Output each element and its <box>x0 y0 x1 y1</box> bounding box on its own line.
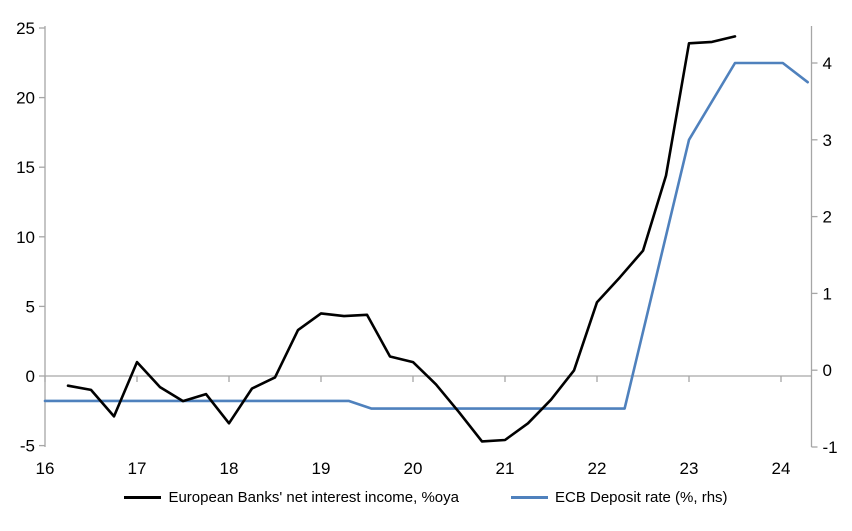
legend-item-net-interest-income: European Banks' net interest income, %oy… <box>124 489 459 506</box>
legend: European Banks' net interest income, %oy… <box>0 489 852 506</box>
right-axis-tick-label: -1 <box>823 438 838 457</box>
series-line-european-banks-nii <box>66 35 737 443</box>
x-axis-tick-label: 20 <box>404 459 423 478</box>
left-axis-tick-label: 20 <box>16 89 35 108</box>
left-axis-tick-label: 15 <box>16 158 35 177</box>
right-axis-tick-label: 1 <box>823 284 832 303</box>
x-axis-tick-label: 24 <box>772 459 791 478</box>
x-axis-tick-label: 16 <box>36 459 55 478</box>
x-axis-tick-label: 21 <box>496 459 515 478</box>
legend-item-ecb-deposit-rate: ECB Deposit rate (%, rhs) <box>510 489 728 506</box>
x-axis-tick-label: 17 <box>128 459 147 478</box>
x-axis-tick-label: 23 <box>680 459 699 478</box>
left-axis-tick-label: 0 <box>26 367 35 386</box>
left-axis-tick-label: -5 <box>20 437 35 456</box>
left-axis-tick-label: 10 <box>16 228 35 247</box>
right-axis-tick-label: 0 <box>823 361 832 380</box>
x-axis-tick-label: 18 <box>220 459 239 478</box>
right-axis-tick-label: 2 <box>823 208 832 227</box>
x-axis-tick-label: 22 <box>588 459 607 478</box>
legend-label-net-interest-income: European Banks' net interest income, %oy… <box>168 489 459 506</box>
left-axis-tick-label: 25 <box>16 19 35 38</box>
series-line-ecb-deposit-rate <box>43 61 810 410</box>
left-axis-tick-label: 5 <box>26 297 35 316</box>
right-axis-tick-label: 4 <box>823 54 832 73</box>
x-axis-tick-label: 19 <box>312 459 331 478</box>
legend-swatch-net-interest-income <box>124 496 162 499</box>
legend-swatch-ecb-deposit-rate <box>510 496 548 499</box>
legend-label-ecb-deposit-rate: ECB Deposit rate (%, rhs) <box>554 489 728 506</box>
right-axis-tick-label: 3 <box>823 131 832 150</box>
